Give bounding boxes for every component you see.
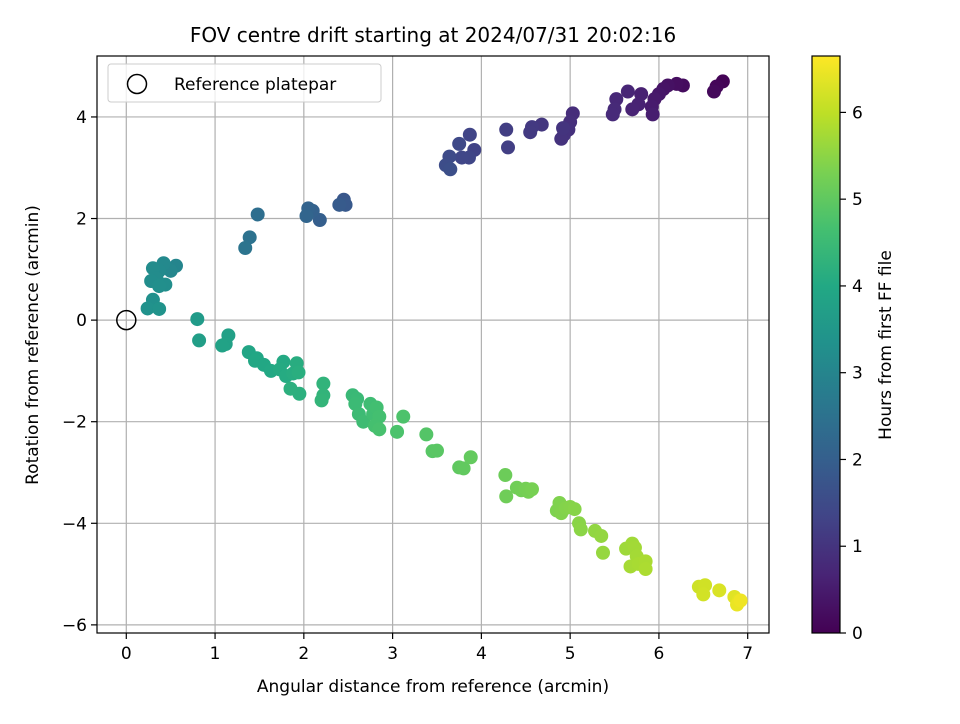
colorbar-tick-label: 4 bbox=[852, 277, 863, 297]
y-axis-ticks: −6 −4 −2 0 2 4 bbox=[62, 108, 97, 636]
data-point bbox=[499, 122, 514, 137]
data-point bbox=[242, 230, 257, 245]
x-tick-label: 5 bbox=[565, 644, 576, 664]
colorbar-tick-label: 3 bbox=[852, 364, 863, 384]
data-point bbox=[332, 197, 347, 212]
data-point bbox=[215, 338, 230, 353]
y-tick-label: 0 bbox=[76, 311, 87, 331]
y-tick-label: 4 bbox=[76, 108, 87, 128]
data-point bbox=[696, 587, 711, 602]
data-point bbox=[733, 593, 748, 608]
colorbar-frame bbox=[811, 55, 841, 634]
data-point bbox=[594, 528, 609, 543]
data-point bbox=[238, 240, 253, 255]
data-point bbox=[567, 502, 582, 517]
data-point bbox=[372, 422, 387, 437]
data-point bbox=[605, 107, 620, 122]
data-point bbox=[556, 121, 571, 136]
colorbar-tick-label: 1 bbox=[852, 537, 863, 557]
colorbar-tick-label: 0 bbox=[852, 624, 863, 644]
colorbar-tick-label: 2 bbox=[852, 450, 863, 470]
legend: Reference platepar bbox=[107, 63, 382, 103]
data-point bbox=[283, 381, 298, 396]
colorbar-gradient bbox=[812, 56, 840, 633]
data-point bbox=[291, 365, 306, 380]
data-point bbox=[573, 522, 588, 537]
colorbar: 0 1 2 3 4 5 6 bbox=[811, 55, 863, 644]
data-point bbox=[645, 107, 660, 122]
data-point bbox=[554, 131, 569, 146]
x-axis-label: Angular distance from reference (arcmin) bbox=[257, 677, 609, 697]
data-point bbox=[419, 427, 434, 442]
data-point bbox=[625, 102, 640, 117]
x-tick-label: 0 bbox=[121, 644, 132, 664]
grid bbox=[97, 56, 769, 633]
data-point bbox=[706, 84, 721, 99]
data-point bbox=[429, 443, 444, 458]
data-point bbox=[456, 461, 471, 476]
reference-platepar-marker bbox=[116, 309, 137, 331]
legend-marker-reference-platepar bbox=[126, 73, 148, 95]
data-point bbox=[462, 127, 477, 142]
y-tick-label: 2 bbox=[76, 210, 87, 230]
data-point bbox=[523, 125, 538, 140]
plot-frame bbox=[96, 55, 770, 634]
y-tick-label: −2 bbox=[62, 413, 87, 433]
data-point bbox=[152, 301, 167, 316]
chart-title: FOV centre drift starting at 2024/07/31 … bbox=[190, 23, 676, 47]
colorbar-tick-label: 6 bbox=[852, 103, 863, 123]
data-point bbox=[524, 482, 539, 497]
colorbar-ticks: 0 1 2 3 4 5 6 bbox=[840, 103, 863, 644]
data-point bbox=[452, 136, 467, 151]
data-point bbox=[192, 333, 207, 348]
data-point bbox=[314, 393, 329, 408]
x-axis-ticks: 0 1 2 3 4 5 6 7 bbox=[121, 633, 753, 664]
legend-box bbox=[107, 63, 382, 103]
x-tick-label: 6 bbox=[654, 644, 665, 664]
data-point bbox=[501, 140, 516, 155]
plot-background bbox=[97, 56, 769, 633]
data-point bbox=[140, 301, 155, 316]
data-point bbox=[316, 376, 331, 391]
data-point bbox=[152, 279, 167, 294]
y-tick-label: −6 bbox=[62, 616, 87, 636]
x-tick-label: 3 bbox=[387, 644, 398, 664]
data-point bbox=[463, 450, 478, 465]
y-axis-label: Rotation from reference (arcmin) bbox=[23, 205, 43, 485]
x-tick-label: 2 bbox=[298, 644, 309, 664]
data-point bbox=[299, 208, 314, 223]
x-tick-label: 7 bbox=[742, 644, 753, 664]
data-point bbox=[499, 489, 514, 504]
y-tick-label: −4 bbox=[62, 514, 87, 534]
data-point bbox=[454, 150, 469, 165]
data-point bbox=[712, 583, 727, 598]
data-point bbox=[250, 207, 265, 222]
data-point bbox=[498, 468, 513, 483]
data-point bbox=[356, 414, 371, 429]
data-point bbox=[390, 424, 405, 439]
data-point bbox=[595, 545, 610, 560]
plot-area: 0 1 2 3 4 5 6 7 −6 −4 −2 0 2 4 bbox=[62, 55, 770, 664]
data-points bbox=[140, 74, 748, 612]
legend-label-reference-platepar: Reference platepar bbox=[174, 75, 336, 95]
x-tick-label: 4 bbox=[476, 644, 487, 664]
data-point bbox=[638, 562, 653, 577]
data-point bbox=[396, 409, 411, 424]
colorbar-tick-label: 5 bbox=[852, 190, 863, 210]
x-tick-label: 1 bbox=[210, 644, 221, 664]
colorbar-label: Hours from first FF file bbox=[876, 250, 896, 440]
data-point bbox=[443, 162, 458, 177]
data-point bbox=[190, 312, 205, 327]
data-point bbox=[620, 84, 635, 99]
